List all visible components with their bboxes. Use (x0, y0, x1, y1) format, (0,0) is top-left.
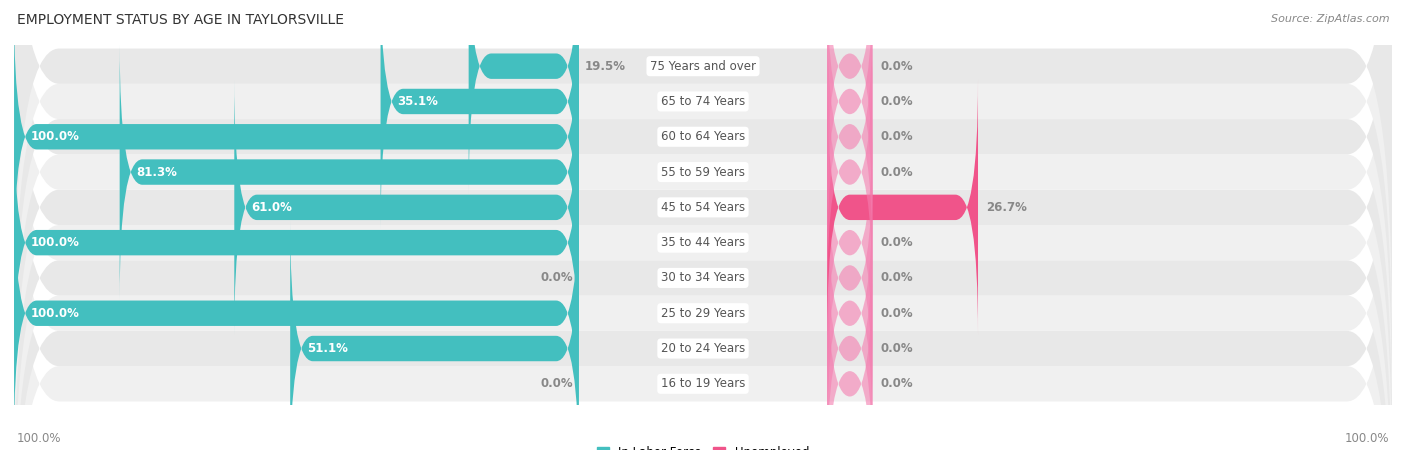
Text: 26.7%: 26.7% (987, 201, 1028, 214)
FancyBboxPatch shape (235, 79, 579, 336)
FancyBboxPatch shape (14, 49, 1392, 450)
Text: 0.0%: 0.0% (882, 60, 914, 73)
Text: 19.5%: 19.5% (585, 60, 626, 73)
Text: EMPLOYMENT STATUS BY AGE IN TAYLORSVILLE: EMPLOYMENT STATUS BY AGE IN TAYLORSVILLE (17, 14, 344, 27)
Text: 30 to 34 Years: 30 to 34 Years (661, 271, 745, 284)
Text: 100.0%: 100.0% (31, 130, 80, 143)
Text: 81.3%: 81.3% (136, 166, 177, 179)
FancyBboxPatch shape (14, 185, 579, 442)
FancyBboxPatch shape (827, 220, 872, 450)
FancyBboxPatch shape (827, 255, 872, 450)
Text: 55 to 59 Years: 55 to 59 Years (661, 166, 745, 179)
FancyBboxPatch shape (827, 114, 872, 371)
Text: 100.0%: 100.0% (17, 432, 62, 446)
Text: 100.0%: 100.0% (31, 307, 80, 320)
FancyBboxPatch shape (468, 0, 579, 195)
Legend: In Labor Force, Unemployed: In Labor Force, Unemployed (592, 441, 814, 450)
Text: 25 to 29 Years: 25 to 29 Years (661, 307, 745, 320)
Text: 0.0%: 0.0% (882, 377, 914, 390)
FancyBboxPatch shape (14, 119, 1392, 450)
Text: 0.0%: 0.0% (882, 95, 914, 108)
Text: 0.0%: 0.0% (882, 271, 914, 284)
FancyBboxPatch shape (827, 8, 872, 265)
FancyBboxPatch shape (827, 0, 872, 230)
Text: 35.1%: 35.1% (398, 95, 439, 108)
Text: 60 to 64 Years: 60 to 64 Years (661, 130, 745, 143)
FancyBboxPatch shape (827, 79, 979, 336)
FancyBboxPatch shape (827, 185, 872, 442)
FancyBboxPatch shape (827, 149, 872, 406)
Text: Source: ZipAtlas.com: Source: ZipAtlas.com (1271, 14, 1389, 23)
FancyBboxPatch shape (14, 0, 1392, 366)
FancyBboxPatch shape (14, 13, 1392, 450)
Text: 0.0%: 0.0% (540, 377, 574, 390)
Text: 61.0%: 61.0% (252, 201, 292, 214)
Text: 0.0%: 0.0% (540, 271, 574, 284)
Text: 100.0%: 100.0% (1344, 432, 1389, 446)
FancyBboxPatch shape (827, 0, 872, 195)
Text: 0.0%: 0.0% (882, 307, 914, 320)
FancyBboxPatch shape (14, 0, 1392, 450)
FancyBboxPatch shape (14, 0, 1392, 331)
FancyBboxPatch shape (14, 0, 1392, 437)
Text: 51.1%: 51.1% (307, 342, 349, 355)
FancyBboxPatch shape (14, 8, 579, 265)
Text: 16 to 19 Years: 16 to 19 Years (661, 377, 745, 390)
FancyBboxPatch shape (381, 0, 579, 230)
Text: 100.0%: 100.0% (31, 236, 80, 249)
Text: 0.0%: 0.0% (882, 342, 914, 355)
FancyBboxPatch shape (14, 114, 579, 371)
Text: 35 to 44 Years: 35 to 44 Years (661, 236, 745, 249)
Text: 20 to 24 Years: 20 to 24 Years (661, 342, 745, 355)
Text: 45 to 54 Years: 45 to 54 Years (661, 201, 745, 214)
Text: 75 Years and over: 75 Years and over (650, 60, 756, 73)
FancyBboxPatch shape (120, 44, 579, 301)
Text: 0.0%: 0.0% (882, 166, 914, 179)
FancyBboxPatch shape (827, 44, 872, 301)
Text: 0.0%: 0.0% (882, 130, 914, 143)
Text: 65 to 74 Years: 65 to 74 Years (661, 95, 745, 108)
FancyBboxPatch shape (14, 0, 1392, 450)
FancyBboxPatch shape (14, 84, 1392, 450)
FancyBboxPatch shape (14, 0, 1392, 401)
FancyBboxPatch shape (290, 220, 579, 450)
Text: 0.0%: 0.0% (882, 236, 914, 249)
